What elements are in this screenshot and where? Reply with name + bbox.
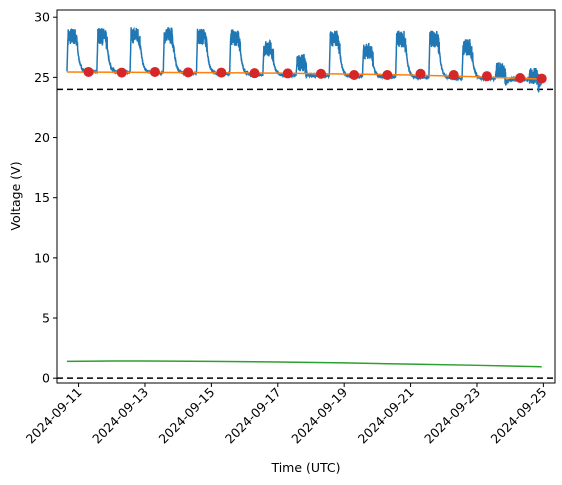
scatter-point xyxy=(382,69,393,80)
y-tick-label: 10 xyxy=(34,250,50,265)
scatter-point xyxy=(83,66,94,77)
voltage-trace-series xyxy=(66,26,543,93)
scatter-point xyxy=(149,66,160,77)
y-tick-label: 25 xyxy=(34,70,50,85)
x-axis-title: Time (UTC) xyxy=(270,460,340,475)
scatter-point xyxy=(481,71,492,82)
x-tick-label: 2024-09-21 xyxy=(355,385,417,447)
scatter-point xyxy=(183,67,194,78)
x-tick-label: 2024-09-19 xyxy=(288,384,350,446)
trend-line-series-1 xyxy=(66,71,542,80)
y-axis-title: Voltage (V) xyxy=(8,161,23,230)
x-tick-label: 2024-09-23 xyxy=(421,385,483,447)
y-axis: 0 5 10 15 20 25 30 xyxy=(34,10,57,386)
y-tick-label: 5 xyxy=(42,311,50,326)
scatter-point xyxy=(116,67,127,78)
scatter-point xyxy=(349,69,360,80)
plot-area-frame xyxy=(56,9,556,384)
y-tick-label: 20 xyxy=(34,130,50,145)
x-tick-label: 2024-09-13 xyxy=(89,385,151,447)
x-axis: 2024-09-11 2024-09-13 2024-09-15 2024-09-17… xyxy=(23,383,550,446)
x-tick-label: 2024-09-25 xyxy=(488,385,550,447)
x-tick-label: 2024-09-11 xyxy=(23,385,85,447)
y-tick-label: 15 xyxy=(34,190,50,205)
trend-line-series-2 xyxy=(66,360,542,368)
y-tick-label: 0 xyxy=(42,371,50,386)
scatter-point xyxy=(536,73,547,84)
scatter-point xyxy=(515,72,526,83)
scatter-point xyxy=(415,68,426,79)
scatter-point xyxy=(282,68,293,79)
scatter-point xyxy=(315,68,326,79)
scatter-point xyxy=(216,67,227,78)
x-tick-label: 2024-09-17 xyxy=(222,385,284,447)
x-tick-label: 2024-09-15 xyxy=(156,385,218,447)
y-tick-label: 30 xyxy=(34,10,50,25)
scatter-point xyxy=(249,68,260,79)
scatter-point xyxy=(448,69,459,80)
